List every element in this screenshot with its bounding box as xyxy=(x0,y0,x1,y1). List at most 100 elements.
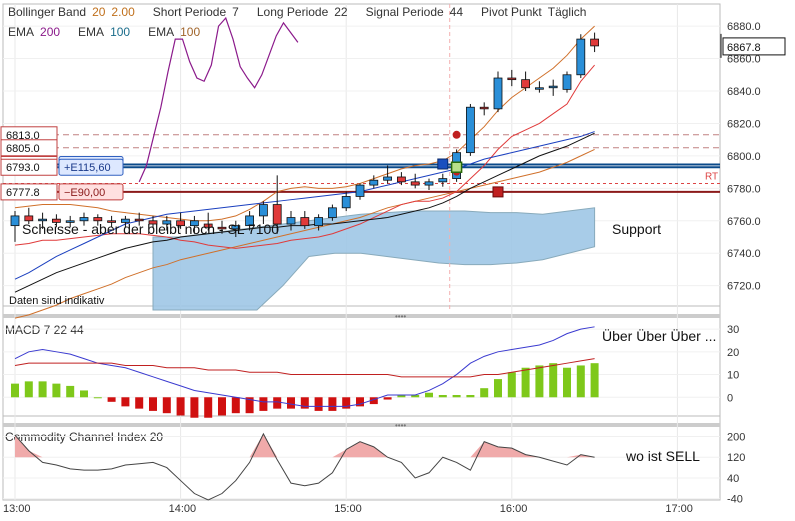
macd-bar xyxy=(80,390,88,398)
cci-y-tick: 40 xyxy=(727,473,739,485)
level-box-4[interactable]: 6777.8 −E90,00 xyxy=(0,183,124,201)
candle-body[interactable] xyxy=(52,218,61,223)
candle-body[interactable] xyxy=(562,74,572,90)
macd-bar xyxy=(480,388,489,398)
candle-body[interactable] xyxy=(65,220,75,223)
candle-body[interactable] xyxy=(203,223,213,228)
candle-body[interactable] xyxy=(355,184,365,197)
price-box[interactable] xyxy=(0,139,58,157)
candle-body[interactable] xyxy=(272,204,282,225)
candle-body[interactable] xyxy=(245,215,255,227)
candle-body[interactable] xyxy=(38,218,47,222)
order-box[interactable] xyxy=(58,158,124,176)
candle-body[interactable] xyxy=(176,220,186,227)
candle-body[interactable] xyxy=(535,87,544,90)
candle-body[interactable] xyxy=(162,220,172,225)
macd-bar xyxy=(107,397,116,402)
macd-signal-line xyxy=(14,358,595,378)
splitter-grip-icon[interactable]: •••• xyxy=(395,312,406,321)
macd-bar xyxy=(218,397,226,416)
macd-bar xyxy=(24,381,33,398)
candle-body[interactable] xyxy=(258,204,268,217)
candle-body[interactable] xyxy=(314,217,324,227)
legend-param: 200 xyxy=(40,25,60,39)
buy-marker-icon[interactable] xyxy=(450,161,463,173)
candle-body[interactable] xyxy=(231,225,241,230)
level-box-3[interactable]: 6793.0 +E115,60 xyxy=(0,158,124,176)
candle-body[interactable] xyxy=(396,176,406,183)
macd-bar xyxy=(369,397,378,405)
legend-param: Täglich xyxy=(548,5,587,19)
candle-body[interactable] xyxy=(107,220,116,223)
macd-bar xyxy=(383,397,392,400)
candle-body[interactable] xyxy=(189,220,199,227)
macd-line xyxy=(14,326,595,407)
order-box-label: +E115,60 xyxy=(64,162,111,174)
candle-body[interactable] xyxy=(424,181,434,186)
candle-body[interactable] xyxy=(121,218,130,223)
candle-body[interactable] xyxy=(465,106,475,154)
candle-body[interactable] xyxy=(410,181,420,186)
candle-body[interactable] xyxy=(576,38,586,76)
macd-bar xyxy=(535,365,544,398)
candle-body[interactable] xyxy=(493,77,503,110)
macd-bar xyxy=(425,392,433,398)
candle-body[interactable] xyxy=(79,217,89,222)
legend-label: Signal Periode xyxy=(366,5,444,19)
cci-y-tick: 120 xyxy=(727,452,745,464)
candle-body[interactable] xyxy=(590,38,599,47)
macd-bar xyxy=(273,397,282,409)
candle-body[interactable] xyxy=(369,179,379,186)
legend-param: 22 xyxy=(334,5,348,19)
legend-param: 7 xyxy=(232,5,239,19)
legend-param: 20 xyxy=(92,5,106,19)
candle-body[interactable] xyxy=(383,176,393,181)
candle-body[interactable] xyxy=(341,196,351,209)
candle-body[interactable] xyxy=(521,79,530,89)
macd-bar xyxy=(135,397,144,409)
level-box-0[interactable]: 6813.0 xyxy=(0,126,58,144)
macd-bar xyxy=(494,379,502,398)
candle-body[interactable] xyxy=(548,85,558,89)
candle-body[interactable] xyxy=(217,226,227,230)
candle-body[interactable] xyxy=(93,217,103,222)
candle-body[interactable] xyxy=(10,215,20,227)
price-box[interactable] xyxy=(0,183,58,201)
legend-param: 100 xyxy=(180,25,200,39)
order-box-label: −E90,00 xyxy=(64,187,105,199)
legend-param: 100 xyxy=(110,25,130,39)
candle-body[interactable] xyxy=(300,217,310,227)
splitter-grip-icon[interactable]: •••• xyxy=(395,421,406,430)
legend-param: 2.00 xyxy=(111,5,135,19)
candle-body[interactable] xyxy=(327,207,337,218)
price-box[interactable] xyxy=(0,158,58,176)
macd-bar xyxy=(521,367,530,398)
buy-marker-icon[interactable] xyxy=(437,158,449,170)
disclaimer-text: Daten sind indikativ xyxy=(9,295,105,307)
candle-body[interactable] xyxy=(479,106,489,110)
order-box[interactable] xyxy=(58,183,124,201)
candle-body[interactable] xyxy=(134,218,144,222)
macd-bar xyxy=(397,395,406,398)
cci-panel xyxy=(2,415,721,501)
cci-line xyxy=(14,432,595,501)
price-box-label: 6805.0 xyxy=(6,143,40,155)
sell-marker-icon[interactable] xyxy=(492,186,504,198)
legend-label: Pivot Punkt xyxy=(481,5,542,19)
y-tick-label: 6780.0 xyxy=(727,183,761,195)
macd-bar xyxy=(549,363,558,398)
candle-body[interactable] xyxy=(286,217,296,225)
main-annotation: Scheisse - aber der bleibt noch - SL 710… xyxy=(22,221,279,237)
price-box-label: 6813.0 xyxy=(6,130,40,142)
macd-bar xyxy=(507,372,516,398)
candle-body[interactable] xyxy=(148,220,158,225)
candle-body[interactable] xyxy=(438,178,448,183)
macd-y-tick: 0 xyxy=(727,392,733,404)
candle-body[interactable] xyxy=(24,215,34,222)
macd-bar xyxy=(576,365,585,398)
macd-y-tick: 20 xyxy=(727,347,739,359)
candle-body[interactable] xyxy=(507,77,517,81)
level-box-1[interactable]: 6805.0 xyxy=(0,139,58,157)
cci-title: Commodity Channel Index 20 xyxy=(5,430,163,444)
